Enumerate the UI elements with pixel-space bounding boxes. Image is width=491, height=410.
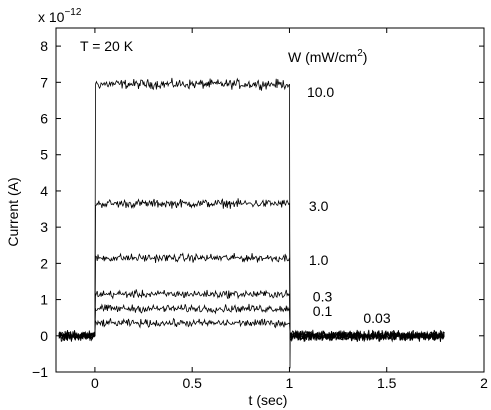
legend-header-end: ): [363, 49, 368, 65]
series-label: 0.1: [313, 303, 333, 319]
y-exponent-label: x 10−12: [38, 7, 82, 25]
series-label: 10.0: [307, 84, 334, 100]
legend-header-superscript: 2: [357, 48, 363, 59]
series-line: [58, 252, 445, 342]
y-tick-label: 7: [40, 74, 48, 90]
y-axis-label: Current (A): [5, 177, 21, 246]
temperature-annotation: T = 20 K: [80, 38, 134, 54]
series-line: [58, 317, 445, 342]
y-tick-label: 1: [40, 292, 48, 308]
series-labels: 10.0 3.0 1.0 0.30.1 0.03: [307, 84, 391, 326]
series-label: 0.03: [363, 310, 390, 326]
series-label: 3.0: [309, 198, 329, 214]
x-tick-label: 2: [480, 375, 488, 391]
y-tick-label: 0: [40, 328, 48, 344]
y-tick-label: 2: [40, 255, 48, 271]
y-tick-label: 6: [40, 111, 48, 127]
y-tick-label: −1: [32, 364, 48, 380]
y-tick-label: 4: [40, 183, 48, 199]
x-axis-label: t (sec): [249, 392, 288, 408]
x-tick-label: 0.5: [182, 375, 202, 391]
y-tick-label: 5: [40, 147, 48, 163]
y-tick-label: 3: [40, 219, 48, 235]
legend-header: W (mW/cm2): [288, 48, 367, 65]
x-axis-ticks: 0 0.5 1 1.5 2: [91, 28, 488, 391]
x-tick-label: 1: [286, 375, 294, 391]
series-label: 0.3: [313, 288, 333, 304]
x-tick-label: 1.5: [377, 375, 397, 391]
y-axis-ticks: −1 0 1 2 3 4 5 6 7 8: [32, 38, 484, 380]
plot-frame: [55, 27, 485, 373]
chart-marks: [58, 77, 445, 369]
series-line: [58, 303, 445, 343]
x-tick-label: 0: [91, 375, 99, 391]
y-tick-label: 8: [40, 38, 48, 54]
series-label: 1.0: [309, 252, 329, 268]
y-exponent-power: −12: [64, 7, 81, 18]
